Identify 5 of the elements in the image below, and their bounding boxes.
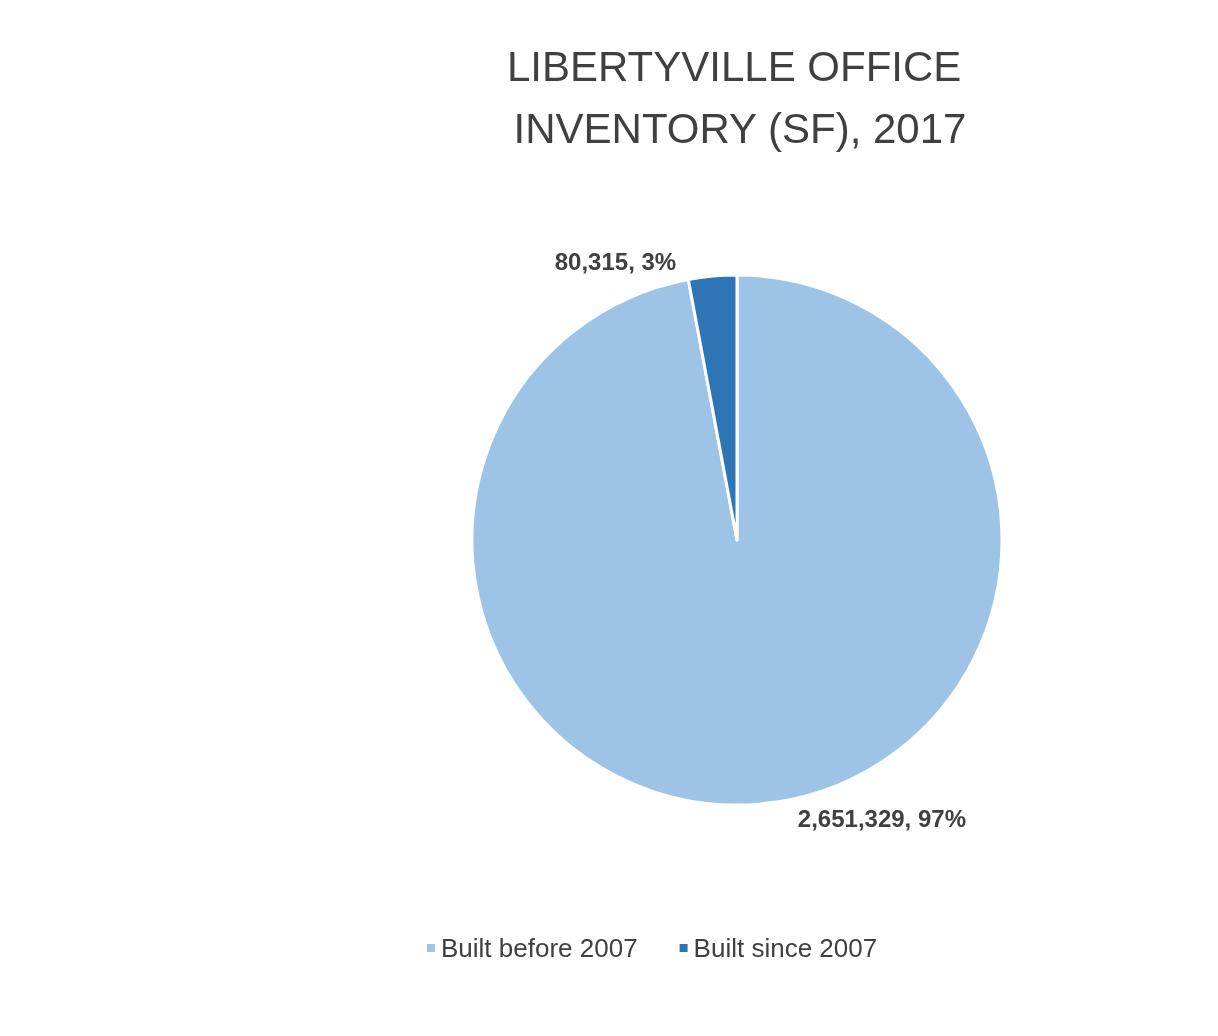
legend-label: Built before 2007 — [441, 933, 638, 963]
legend-label: Built since 2007 — [693, 933, 878, 963]
data-label: 80,315, 3% — [554, 247, 677, 275]
chart-title: LIBERTYVILLE OFFICE INVENTORY (SF), 2017 — [506, 42, 974, 152]
data-label: 2,651,329, 97% — [797, 805, 966, 833]
